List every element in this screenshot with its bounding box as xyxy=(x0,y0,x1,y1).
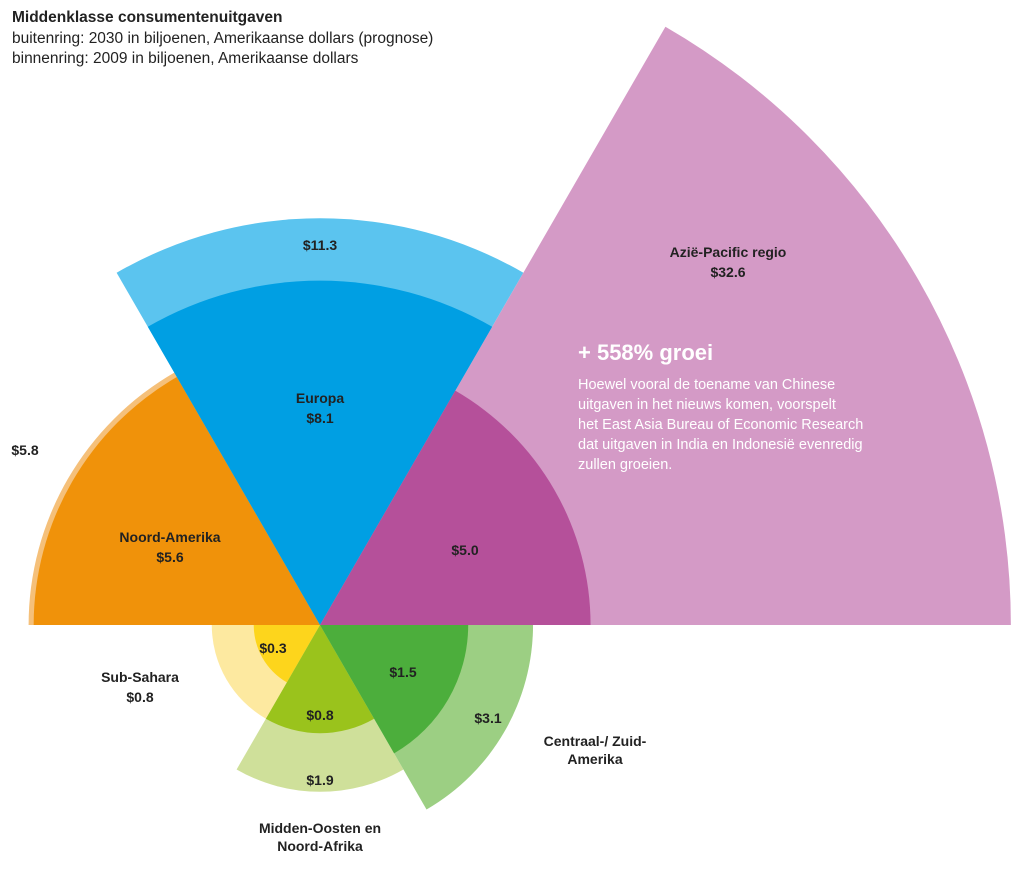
sector xyxy=(320,625,469,754)
chart-title: Middenklasse consumentenuitgaven xyxy=(12,9,283,26)
annotation-body: Hoewel vooral de toename van Chinese uitg… xyxy=(578,375,863,475)
annotation-line: het East Asia Bureau of Economic Researc… xyxy=(578,417,864,433)
value-label: $8.1 xyxy=(306,410,334,426)
sector xyxy=(147,280,493,625)
category-label: Europa xyxy=(295,390,345,406)
sector xyxy=(265,625,375,734)
category-label: Centraal-/ Zuid-Amerika xyxy=(543,733,647,767)
annotation-line: Hoewel vooral de toename van Chinese xyxy=(578,377,836,393)
value-label: $0.8 xyxy=(306,707,334,723)
sector xyxy=(253,625,320,683)
value-label: $0.8 xyxy=(126,689,154,705)
value-label: $3.1 xyxy=(474,710,502,726)
annotation-line: zullen groeien. xyxy=(578,457,673,473)
value-label: $5.8 xyxy=(11,442,39,458)
annotation-line: dat uitgaven in India en Indonesië evenr… xyxy=(578,437,863,453)
category-label: Sub-Sahara xyxy=(101,669,179,685)
subtitle: buitenring: 2030 in biljoenen, Amerikaan… xyxy=(12,30,434,47)
sector xyxy=(320,390,591,625)
value-label: $32.6 xyxy=(710,264,746,280)
value-label: $11.3 xyxy=(302,237,338,253)
subtitle: binnenring: 2009 in biljoenen, Amerikaan… xyxy=(12,50,359,67)
category-label: Azië-Pacific regio xyxy=(669,244,787,260)
annotation-title: + 558% groei xyxy=(578,340,714,365)
sector xyxy=(33,377,320,625)
annotation-line: uitgaven in het nieuws komen, voorspelt xyxy=(578,397,836,413)
value-label: $1.5 xyxy=(389,664,417,680)
category-label: Noord-Amerika xyxy=(119,529,221,545)
value-label: $1.9 xyxy=(306,772,334,788)
value-label: $5.0 xyxy=(451,542,479,558)
category-label: Midden-Oosten en Noord-Afrika xyxy=(258,820,382,854)
value-label: $0.3 xyxy=(259,640,287,656)
value-label: $5.6 xyxy=(156,549,184,565)
